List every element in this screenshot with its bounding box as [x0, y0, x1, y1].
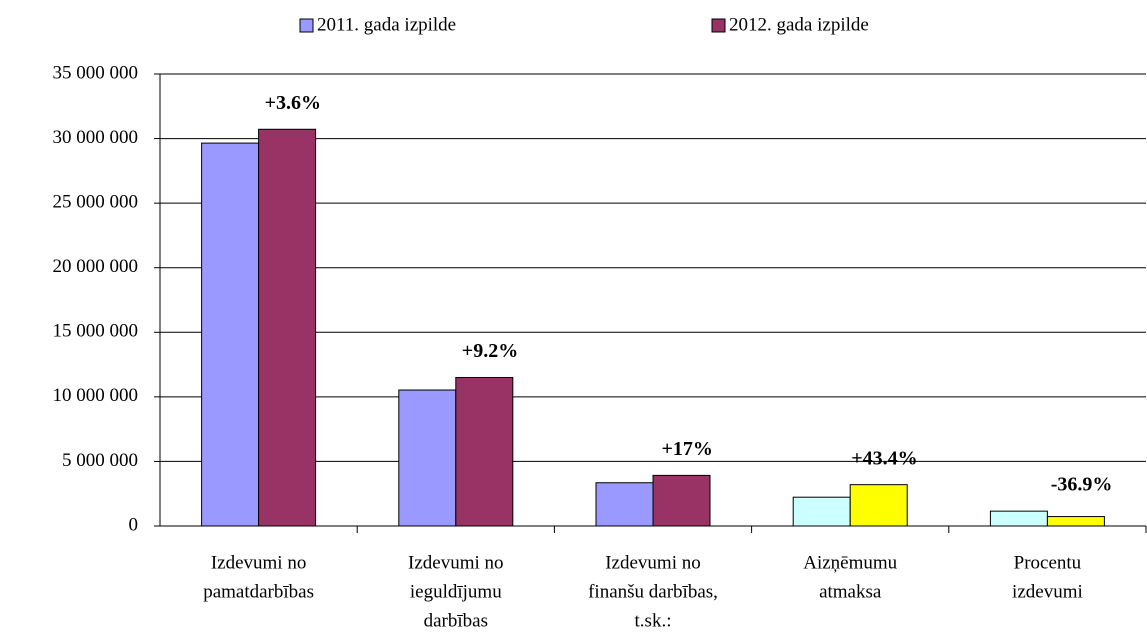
legend-label: 2011. gada izpilde	[317, 14, 456, 35]
legend-label: 2012. gada izpilde	[729, 14, 869, 35]
y-tick-label: 25 000 000	[53, 192, 139, 213]
bar	[455, 376, 514, 527]
bar	[849, 484, 908, 527]
y-tick-label: 35 000 000	[53, 62, 139, 83]
bar	[989, 510, 1048, 527]
annotation: +3.6%	[265, 92, 321, 114]
legend-swatch	[711, 18, 726, 33]
x-tick-label: Aizņēmumu	[803, 552, 897, 573]
bar	[595, 482, 654, 527]
x-tick-label: Izdevumi no	[408, 552, 504, 573]
annotation: +43.4%	[851, 447, 917, 469]
y-tick-label: 0	[129, 514, 139, 535]
bar	[1046, 516, 1105, 527]
annotation: +9.2%	[462, 340, 518, 362]
y-tick-label: 30 000 000	[53, 127, 139, 148]
x-tick-label: ieguldījumu	[410, 581, 502, 602]
bar	[398, 389, 457, 527]
x-tick-label: darbības	[424, 610, 488, 631]
x-tick-label: pamatdarbības	[203, 581, 314, 602]
bar	[258, 128, 317, 527]
annotation: -36.9%	[1051, 474, 1113, 496]
x-tick-label: izdevumi	[1012, 581, 1083, 602]
y-tick-label: 20 000 000	[53, 256, 139, 277]
bar	[652, 474, 711, 527]
x-tick-label: t.sk.:	[635, 610, 672, 631]
legend-swatch	[299, 18, 314, 33]
bar	[201, 142, 260, 527]
x-tick-label: Procentu	[1014, 552, 1082, 573]
x-tick-label: Izdevumi no	[211, 552, 307, 573]
x-tick-label: Izdevumi no	[605, 552, 701, 573]
x-tick-label: atmaksa	[819, 581, 882, 602]
y-tick-label: 5 000 000	[62, 450, 138, 471]
x-tick-label: finanšu darbības,	[588, 581, 718, 602]
y-tick-label: 15 000 000	[53, 321, 139, 342]
y-tick-label: 10 000 000	[53, 385, 139, 406]
bar	[792, 496, 851, 527]
annotation: +17%	[661, 438, 712, 460]
